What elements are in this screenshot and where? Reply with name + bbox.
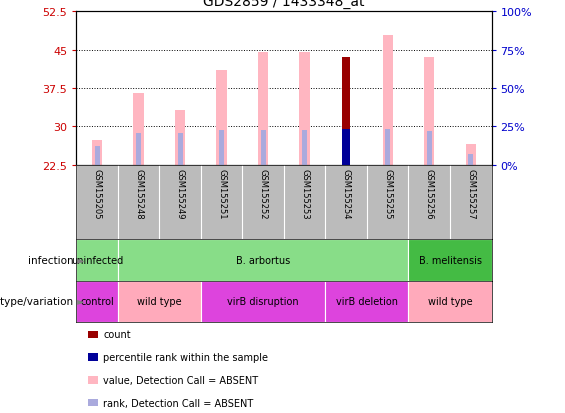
Bar xyxy=(118,240,408,281)
Text: count: count xyxy=(103,330,131,339)
Bar xyxy=(466,145,476,165)
Bar xyxy=(216,71,227,165)
Title: GDS2859 / 1433348_at: GDS2859 / 1433348_at xyxy=(203,0,364,9)
Bar xyxy=(201,281,325,322)
Text: ►: ► xyxy=(74,297,85,306)
Bar xyxy=(94,146,99,165)
Text: GSM155254: GSM155254 xyxy=(342,169,351,219)
Bar xyxy=(299,53,310,165)
Bar xyxy=(325,281,408,322)
Bar xyxy=(258,53,268,165)
Text: value, Detection Call = ABSENT: value, Detection Call = ABSENT xyxy=(103,375,259,385)
Bar xyxy=(342,58,350,165)
Text: GSM155255: GSM155255 xyxy=(383,169,392,219)
Bar xyxy=(92,141,102,165)
Text: GSM155252: GSM155252 xyxy=(259,169,268,219)
Bar xyxy=(76,240,118,281)
Text: GSM155205: GSM155205 xyxy=(93,169,102,219)
Text: GSM155256: GSM155256 xyxy=(425,169,434,219)
Text: virB deletion: virB deletion xyxy=(336,297,398,306)
Bar xyxy=(302,131,307,165)
Text: percentile rank within the sample: percentile rank within the sample xyxy=(103,352,268,362)
Text: genotype/variation: genotype/variation xyxy=(0,297,73,306)
Bar xyxy=(342,130,350,165)
Bar xyxy=(408,240,492,281)
Text: control: control xyxy=(80,297,114,306)
Bar xyxy=(136,134,141,165)
Bar xyxy=(427,132,432,165)
Bar xyxy=(385,130,390,165)
Bar xyxy=(219,131,224,165)
Bar xyxy=(424,58,434,165)
Text: rank, Detection Call = ABSENT: rank, Detection Call = ABSENT xyxy=(103,398,254,408)
Text: ►: ► xyxy=(74,255,85,265)
Text: GSM155257: GSM155257 xyxy=(466,169,475,219)
Bar xyxy=(177,134,182,165)
Bar xyxy=(118,281,201,322)
Bar xyxy=(175,111,185,165)
Bar xyxy=(260,131,266,165)
Text: GSM155253: GSM155253 xyxy=(300,169,309,219)
Bar xyxy=(408,281,492,322)
Bar xyxy=(383,36,393,165)
Text: GSM155248: GSM155248 xyxy=(134,169,143,219)
Text: wild type: wild type xyxy=(137,297,181,306)
Text: infection: infection xyxy=(28,255,73,265)
Bar xyxy=(468,155,473,165)
Text: B. arbortus: B. arbortus xyxy=(236,255,290,265)
Text: GSM155251: GSM155251 xyxy=(217,169,226,219)
Bar xyxy=(133,94,144,165)
Bar xyxy=(76,281,118,322)
Text: uninfected: uninfected xyxy=(71,255,123,265)
Text: GSM155249: GSM155249 xyxy=(176,169,185,219)
Text: virB disruption: virB disruption xyxy=(227,297,299,306)
Text: B. melitensis: B. melitensis xyxy=(419,255,481,265)
Text: wild type: wild type xyxy=(428,297,472,306)
